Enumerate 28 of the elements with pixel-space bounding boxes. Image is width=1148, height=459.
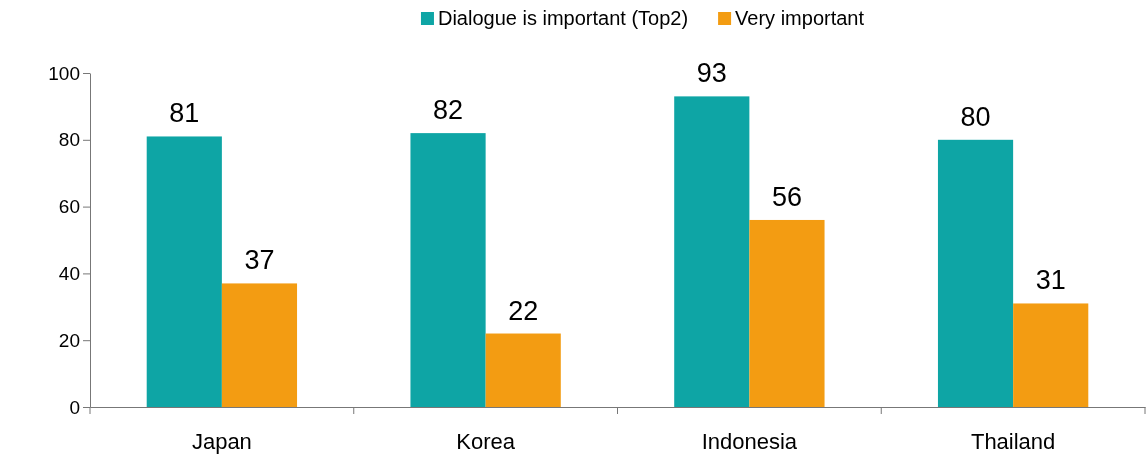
data-label: 37 [244, 245, 275, 276]
bar [674, 96, 750, 407]
bar [485, 333, 561, 407]
data-label: 56 [771, 181, 802, 212]
bar [221, 283, 298, 407]
x-tick-label: Indonesia [701, 428, 798, 454]
bar [1013, 303, 1089, 407]
x-tick-label: Korea [456, 428, 516, 454]
y-tick-label: 40 [58, 262, 80, 284]
bar [937, 139, 1014, 407]
y-tick-label: 0 [69, 396, 80, 418]
y-tick-label: 100 [48, 62, 80, 84]
legend-label: Very important [735, 7, 865, 29]
x-tick-label: Thailand [970, 428, 1056, 454]
data-label: 93 [696, 58, 727, 89]
x-tick-label: Japan [191, 428, 252, 454]
y-tick-label: 80 [58, 129, 80, 151]
data-label: 82 [433, 95, 464, 126]
bar [146, 136, 222, 407]
y-tick-label: 20 [58, 329, 80, 351]
legend-label: Dialogue is important (Top2) [437, 7, 689, 29]
bar [410, 133, 486, 407]
data-label: 31 [1035, 265, 1066, 296]
data-label: 80 [960, 101, 991, 132]
data-label: 22 [508, 295, 539, 326]
data-label: 81 [169, 98, 200, 129]
bar [749, 219, 825, 407]
y-tick-label: 60 [58, 196, 80, 218]
